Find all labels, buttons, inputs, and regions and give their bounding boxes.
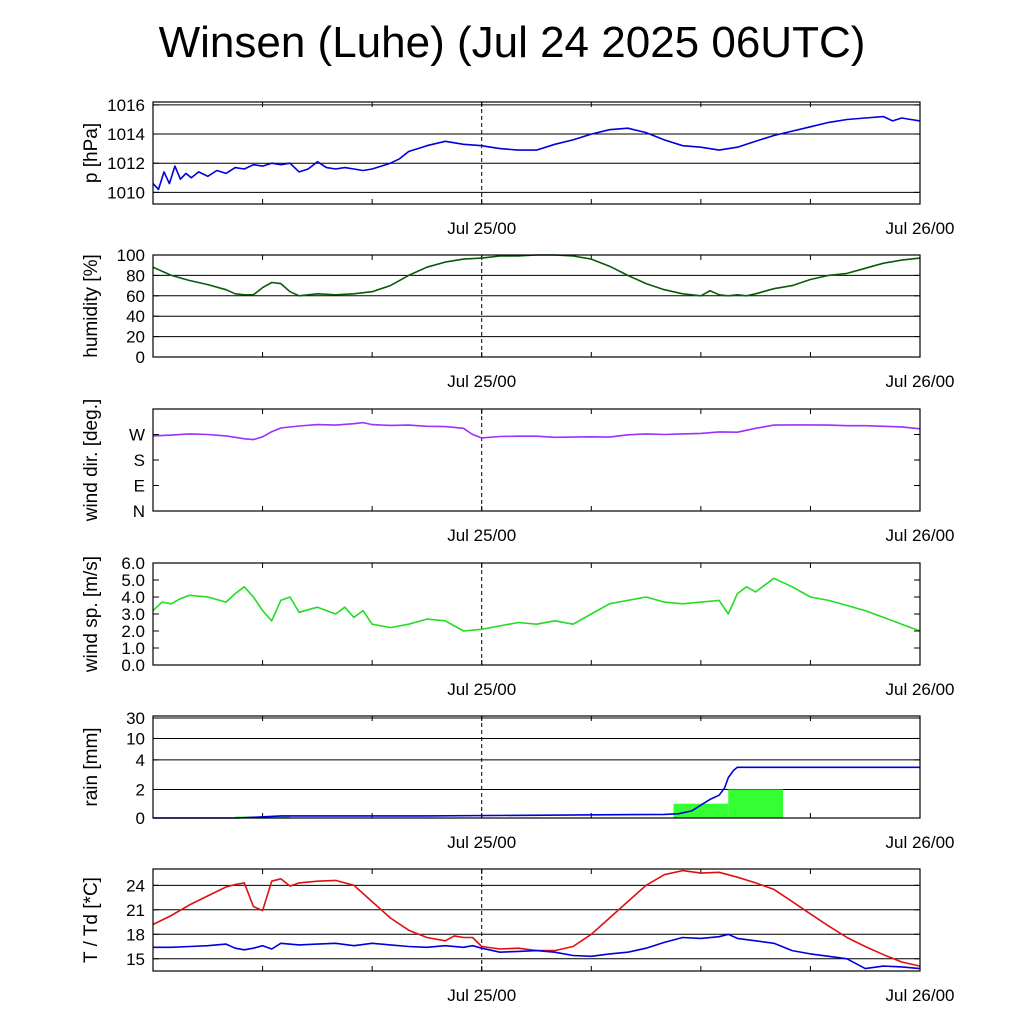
temperature-ytick-label: 21 <box>126 901 145 920</box>
humidity-ylabel: humidity [%] <box>81 254 102 357</box>
humidity-xtick-label: Jul 26/00 <box>886 372 955 391</box>
pressure-ytick-label: 1016 <box>107 96 145 115</box>
rain-ytick-label: 30 <box>126 709 145 728</box>
rain-ytick-label: 0 <box>136 809 145 828</box>
panel-wind-speed: 0.01.02.03.04.05.06.0 Jul 25/00 Jul 26/00 w… <box>81 554 955 699</box>
pressure-xtick-label: Jul 25/00 <box>447 219 516 238</box>
temperature-series-1 <box>153 933 921 970</box>
pressure-ytick-label: 1012 <box>107 154 145 173</box>
temperature-series-0 <box>152 869 921 967</box>
wind-direction-ytick-label: W <box>129 426 145 445</box>
wind-direction-ytick-label: S <box>134 451 145 470</box>
rain-ytick-label: 10 <box>126 729 145 748</box>
humidity-xtick-label: Jul 25/00 <box>447 372 516 391</box>
wind-direction-xtick-label: Jul 25/00 <box>447 526 516 545</box>
wind-speed-ytick-label: 6.0 <box>121 554 145 573</box>
humidity-ytick-label: 20 <box>126 328 145 347</box>
wind-direction-frame <box>152 408 921 512</box>
temperature-xtick-label: Jul 25/00 <box>447 986 516 1005</box>
rain-bar <box>673 803 729 818</box>
humidity-ytick-label: 60 <box>126 287 145 306</box>
temperature-ytick-label: 15 <box>126 950 145 969</box>
humidity-ytick-label: 100 <box>117 246 145 265</box>
temperature-ylabel: T / Td [*C] <box>81 877 102 963</box>
rain-ytick-label: 2 <box>136 780 145 799</box>
pressure-ytick-label: 1014 <box>107 125 145 144</box>
temperature-ytick-label: 24 <box>126 876 145 895</box>
wind-speed-ytick-label: 5.0 <box>121 571 145 590</box>
rain-bar <box>728 789 784 818</box>
temperature-ytick-label: 18 <box>126 925 145 944</box>
rain-ytick-label: 4 <box>136 751 145 770</box>
humidity-frame <box>152 254 921 358</box>
wind-speed-xtick-label: Jul 25/00 <box>447 680 516 699</box>
humidity-ytick-label: 80 <box>126 266 145 285</box>
pressure-xtick-label: Jul 26/00 <box>886 219 955 238</box>
pressure-ytick-label: 1010 <box>107 183 145 202</box>
panel-pressure: 1010 1012 1014 1016 Jul 25/00 Jul 26/00 p [hPa… <box>81 96 955 238</box>
rain-ylabel: rain [mm] <box>81 727 102 806</box>
rain-frame <box>152 715 921 819</box>
wind-speed-ylabel: wind sp. [m/s] <box>81 556 102 673</box>
wind-direction-xtick-label: Jul 26/00 <box>886 526 955 545</box>
wind-direction-ytick-label: N <box>133 502 145 521</box>
rain-xtick-label: Jul 26/00 <box>886 833 955 852</box>
pressure-frame <box>152 101 921 205</box>
pressure-ylabel: p [hPa] <box>81 123 102 183</box>
chart-title: Winsen (Luhe) (Jul 24 2025 06UTC) <box>158 18 866 67</box>
wind-speed-xtick-label: Jul 26/00 <box>886 680 955 699</box>
wind-speed-series-0 <box>152 577 921 632</box>
humidity-ytick-label: 40 <box>126 307 145 326</box>
rain-series-0 <box>153 766 920 819</box>
wind-speed-frame <box>152 562 921 666</box>
wind-speed-ytick-label: 4.0 <box>121 588 145 607</box>
temperature-xtick-label: Jul 26/00 <box>886 986 955 1005</box>
wind-speed-ytick-label: 2.0 <box>121 622 145 641</box>
wind-direction-ylabel: wind dir. [deg.] <box>81 399 102 523</box>
rain-xtick-label: Jul 25/00 <box>447 833 516 852</box>
wind-direction-series-0 <box>152 421 921 441</box>
wind-speed-ytick-label: 3.0 <box>121 605 145 624</box>
panel-temperature: 15 18 21 24 Jul 25/00 Jul 26/00 T / Td [*C] <box>81 868 955 1005</box>
temperature-frame <box>152 868 921 972</box>
wind-speed-ytick-label: 1.0 <box>121 639 145 658</box>
humidity-ytick-label: 0 <box>136 348 145 367</box>
wind-speed-ytick-label: 0.0 <box>121 656 145 675</box>
pressure-series-0 <box>152 115 921 191</box>
wind-direction-ytick-label: E <box>134 477 145 496</box>
